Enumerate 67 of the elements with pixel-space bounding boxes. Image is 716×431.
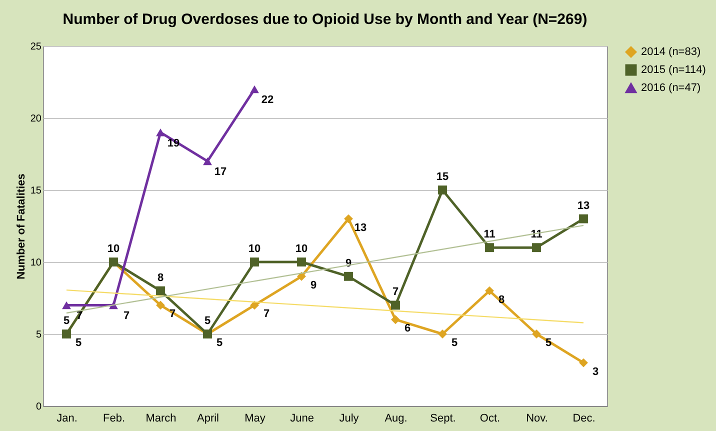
point [250,258,259,266]
point [297,258,306,266]
data-label: 13 [354,222,367,234]
data-label: 5 [204,315,211,327]
point [391,300,400,310]
x-tick-label: Dec. [572,412,596,424]
point [438,330,447,338]
legend-label: 2014 (n=83) [641,46,701,58]
point [297,272,306,281]
legend-label: 2016 (n=47) [641,82,701,94]
x-tick-label: Oct. [480,412,500,424]
y-tick-label: 10 [30,258,42,268]
x-tick-label: July [339,412,360,424]
data-label: 3 [592,366,599,378]
chart-title: Number of Drug Overdoses due to Opioid Use by Month and Year (N=269) [62,11,588,28]
legend-label: 2015 (n=114) [641,64,706,76]
data-label: 8 [157,272,164,284]
x-tick-label: Aug. [384,412,408,424]
y-tick-label: 15 [30,186,42,196]
data-label: 7 [392,286,399,298]
x-tick-label: Sept. [430,412,456,424]
point [485,243,494,252]
point [344,272,353,281]
x-tick-label: Nov. [526,412,548,424]
data-label: 10 [295,243,308,255]
point [203,157,212,166]
x-tick-label: Jan. [56,412,78,424]
point [156,286,165,296]
data-label: 5 [216,337,223,349]
y-tick-label: 20 [30,114,42,124]
data-label: 17 [214,166,227,178]
point [579,214,588,224]
data-label: 9 [310,279,317,292]
x-tick-label: June [290,412,314,424]
data-label: 5 [63,315,70,327]
y-axis-title: Number of Fatalities [15,174,28,280]
x-tick-label: May [244,412,266,424]
data-label: 5 [75,337,82,349]
data-label: 6 [404,322,411,335]
data-label: 22 [261,94,274,106]
point [438,186,447,194]
data-label: 15 [436,171,449,183]
point [156,128,165,136]
point [485,286,494,296]
point [532,243,541,252]
y-tick-label: 25 [30,42,42,52]
data-label: 10 [248,243,261,255]
point [344,214,353,224]
y-tick-label: 0 [36,402,42,412]
data-label: 7 [263,308,270,320]
point [156,300,165,310]
point [250,300,259,310]
data-label: 10 [107,243,120,255]
data-label: 7 [123,310,130,322]
data-label: 5 [451,337,458,349]
point [62,301,71,310]
point [250,85,259,94]
data-label: 11 [530,228,542,241]
x-tick-label: April [196,412,220,424]
data-label: 11 [484,228,496,241]
point [391,315,400,324]
y-tick-label: 5 [36,330,42,340]
point [532,330,541,338]
data-label: 13 [577,200,590,212]
x-tick-label: March [146,412,176,424]
x-tick-label: Feb. [102,412,126,424]
point [579,358,588,368]
